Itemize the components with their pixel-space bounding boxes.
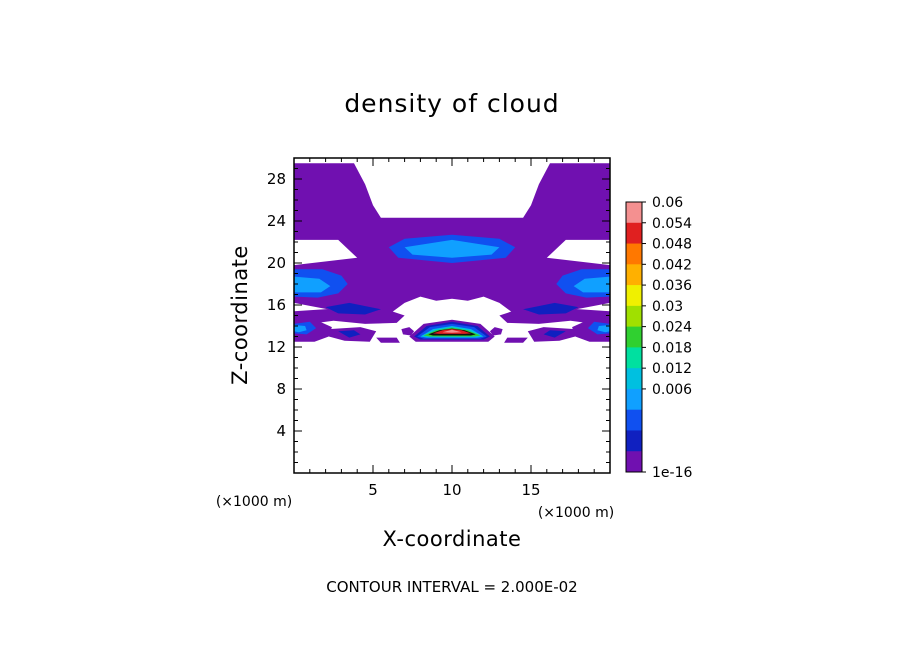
colorbar-label: 0.018 [652,340,692,356]
x-axis-title: X-coordinate [383,527,522,551]
y-tick-label: 12 [267,338,286,356]
x-tick-label: 5 [368,481,378,499]
colorbar-label: 0.03 [652,299,683,315]
contour-region [504,337,528,343]
contour-region [376,337,400,343]
colorbar-swatch [626,388,642,411]
contour-region [543,330,566,338]
colorbar-swatch [626,285,642,307]
contour-region [401,327,415,336]
contour-region [404,239,500,258]
colorbar-label: 0.042 [652,257,692,273]
colorbar-label: 1e-16 [652,465,692,481]
colorbar-swatch [626,264,642,286]
colorbar-swatch [626,202,642,224]
colorbar-label: 0.024 [652,320,692,336]
y-tick-label: 28 [267,170,286,188]
y-axis-title: Z-coordinate [228,245,252,385]
y-tick-label: 16 [267,296,286,314]
colorbar-swatch [626,430,642,452]
contour-region [597,325,610,333]
contour-region [294,276,331,293]
contour-region [499,307,610,324]
colorbar-swatch [626,222,642,245]
x-tick-label: 10 [442,481,461,499]
contour-region [442,329,462,333]
colorbar-label: 0.036 [652,278,692,294]
contour-fills [294,163,610,343]
colorbar-label: 0.006 [652,382,692,398]
colorbar-label: 0.048 [652,237,692,253]
colorbar-frame [625,201,643,473]
colorbar-swatch [626,368,642,390]
colorbar-label: 0.012 [652,361,692,377]
chart-title: density of cloud [344,89,559,118]
colorbar-label: 0.06 [652,195,683,211]
x-tick-label: 15 [521,481,540,499]
colorbar-swatch [626,326,642,348]
colorbar-swatch [626,243,642,265]
y-unit-label: (×1000 m) [216,494,292,510]
y-tick-label: 8 [276,380,286,398]
contour-region [573,276,610,293]
contour-region [294,307,405,324]
colorbar-swatch [626,409,642,431]
contour-region [523,302,579,315]
y-tick-label: 4 [276,422,286,440]
colorbar-swatch [626,305,642,328]
colorbar-label: 0.054 [652,216,692,232]
y-tick-label: 24 [267,212,286,230]
plot-frame [293,157,611,474]
contour-region [325,302,381,315]
y-tick-label: 20 [267,254,286,272]
x-unit-label: (×1000 m) [538,505,614,521]
colorbar: 0.06 0.054 0.048 0.042 0.036 0.03 0.024 0.018 0.… [625,195,692,481]
colorbar-swatch [626,451,642,473]
contour-region [338,330,361,338]
contour-region [294,325,307,333]
contour-interval-note: CONTOUR INTERVAL = 2.000E-02 [326,578,577,596]
contour-region [489,327,503,336]
colorbar-swatch [626,347,642,369]
